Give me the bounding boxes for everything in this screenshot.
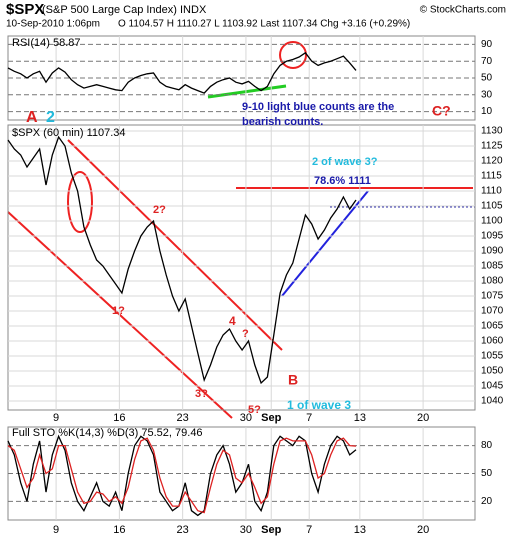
x-tick-label: 23 bbox=[177, 412, 189, 424]
y-tick-label: 1095 bbox=[481, 231, 504, 242]
index-name: (S&P 500 Large Cap Index) INDX bbox=[42, 4, 207, 16]
annotation: 2? bbox=[153, 204, 166, 216]
annotation: 4 bbox=[229, 314, 236, 328]
date: 10-Sep-2010 1:06pm bbox=[6, 19, 100, 30]
y-tick-label: 1055 bbox=[481, 351, 504, 362]
annotation: 2 bbox=[46, 109, 55, 126]
x-tick-label: 23 bbox=[177, 524, 189, 536]
y-tick-label: 1110 bbox=[481, 186, 502, 197]
symbol: $SPX bbox=[6, 1, 44, 18]
annotation: 1? bbox=[112, 305, 125, 317]
line-series bbox=[7, 51, 357, 94]
rsi-circle bbox=[279, 41, 307, 69]
annotation: A bbox=[26, 109, 38, 126]
annotation: B bbox=[288, 372, 298, 388]
annotation: C? bbox=[432, 103, 451, 119]
y-tick-label: 1090 bbox=[481, 246, 504, 257]
x-tick-label: 9 bbox=[53, 412, 59, 424]
y-tick-label: 20 bbox=[481, 496, 493, 507]
y-tick-label: 80 bbox=[481, 440, 493, 451]
x-tick-label: 20 bbox=[417, 412, 429, 424]
quote: O 1104.57 H 1110.27 L 1103.92 Last 1107.… bbox=[118, 19, 410, 30]
circle bbox=[67, 171, 93, 233]
line-series bbox=[7, 434, 357, 517]
annotation: bearish counts. bbox=[242, 116, 323, 128]
x-tick-label: 30 bbox=[240, 524, 252, 536]
x-tick-label: 13 bbox=[354, 524, 366, 536]
x-tick-label: 9 bbox=[53, 524, 59, 536]
panel-title: RSI(14) 58.87 bbox=[12, 37, 80, 49]
annotation: 3? bbox=[195, 388, 208, 400]
y-tick-label: 1085 bbox=[481, 261, 504, 272]
credit: © StockCharts.com bbox=[420, 5, 506, 16]
y-tick-label: 50 bbox=[481, 468, 493, 479]
y-tick-label: 30 bbox=[481, 89, 493, 100]
x-tick-label: 30 bbox=[240, 412, 252, 424]
y-tick-label: 50 bbox=[481, 73, 493, 84]
line-series bbox=[7, 437, 357, 514]
y-tick-label: 1100 bbox=[481, 216, 503, 227]
annotation: ? bbox=[242, 328, 249, 340]
panel-title: $SPX (60 min) 1107.34 bbox=[12, 127, 126, 139]
y-tick-label: 1040 bbox=[481, 396, 504, 407]
channel-lower bbox=[7, 211, 233, 419]
x-tick-label: Sep bbox=[261, 412, 281, 424]
x-tick-label: 7 bbox=[306, 412, 312, 424]
y-tick-label: 1075 bbox=[481, 291, 504, 302]
y-tick-label: 1060 bbox=[481, 336, 504, 347]
annotation: 9-10 light blue counts are the bbox=[242, 101, 394, 113]
y-tick-label: 90 bbox=[481, 39, 493, 50]
annotation: 78.6% 1111 bbox=[314, 175, 371, 187]
trendline bbox=[281, 190, 369, 297]
line-series bbox=[7, 135, 357, 385]
panel-title: Full STO %K(14,3) %D(3) 75.52, 79.46 bbox=[12, 427, 203, 439]
x-tick-label: 16 bbox=[113, 412, 125, 424]
annotation: 5? bbox=[248, 404, 261, 416]
x-tick-label: Sep bbox=[261, 524, 281, 536]
y-tick-label: 1050 bbox=[481, 366, 504, 377]
x-tick-label: 13 bbox=[354, 412, 366, 424]
x-tick-label: 20 bbox=[417, 524, 429, 536]
x-tick-label: 7 bbox=[306, 524, 312, 536]
y-tick-label: 1115 bbox=[481, 171, 502, 182]
y-tick-label: 1080 bbox=[481, 276, 504, 287]
x-tick-label: 16 bbox=[113, 524, 125, 536]
y-tick-label: 1130 bbox=[481, 126, 503, 137]
y-tick-label: 1045 bbox=[481, 381, 504, 392]
y-tick-label: 1120 bbox=[481, 156, 503, 167]
y-tick-label: 1065 bbox=[481, 321, 504, 332]
annotation: 2 of wave 3? bbox=[312, 156, 378, 168]
annotation: 1 of wave 3 bbox=[287, 398, 351, 412]
panel bbox=[7, 124, 476, 411]
y-tick-label: 1105 bbox=[481, 201, 503, 212]
y-tick-label: 70 bbox=[481, 56, 493, 67]
y-tick-label: 1070 bbox=[481, 306, 504, 317]
y-tick-label: 1125 bbox=[481, 141, 503, 152]
y-tick-label: 10 bbox=[481, 106, 493, 117]
